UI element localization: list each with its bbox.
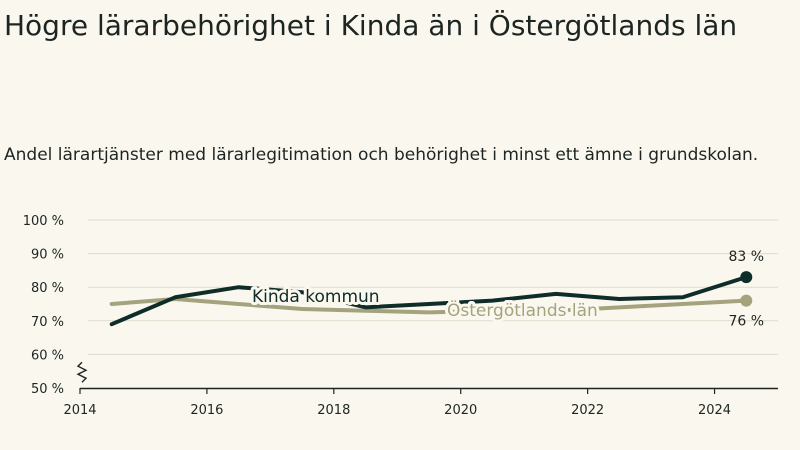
chart-subtitle: Andel lärartjänster med lärarlegitimatio… <box>4 145 759 165</box>
end-label-kinda: 83 % <box>728 249 764 265</box>
series-end-point <box>740 294 753 307</box>
series-lines <box>109 271 753 327</box>
x-axis: 2014 2016 2018 2020 2022 2024 <box>63 361 778 418</box>
x-tick-label: 2022 <box>571 403 604 418</box>
y-tick-label: 90 % <box>31 248 64 263</box>
x-tick-label: 2020 <box>444 403 477 418</box>
series-line-kinda <box>109 275 749 327</box>
series-label-kinda: Kinda kommun <box>252 287 380 307</box>
y-tick-label: 80 % <box>31 281 64 296</box>
chart-title: Högre lärarbehörighet i Kinda än i Öster… <box>4 9 738 42</box>
y-tick-label: 100 % <box>23 214 64 229</box>
x-tick-label: 2016 <box>190 403 223 418</box>
axis-break-icon <box>76 361 88 383</box>
end-label-lan: 76 % <box>728 314 764 330</box>
x-tick-label: 2024 <box>698 403 731 418</box>
x-tick-label: 2014 <box>63 403 96 418</box>
y-tick-label: 70 % <box>31 315 64 330</box>
series-end-point <box>740 271 753 284</box>
series-label-lan: Östergötlands län <box>447 299 598 321</box>
series-line-lan <box>109 296 749 315</box>
y-tick-label: 60 % <box>31 348 64 363</box>
y-tick-label: 50 % <box>31 382 64 397</box>
grid-lines: 50 % 60 % 70 % 80 % 90 % 100 % <box>23 214 778 397</box>
series-labels: Kinda kommun Östergötlands län 83 % 76 % <box>249 249 764 330</box>
x-tick-label: 2018 <box>317 403 350 418</box>
